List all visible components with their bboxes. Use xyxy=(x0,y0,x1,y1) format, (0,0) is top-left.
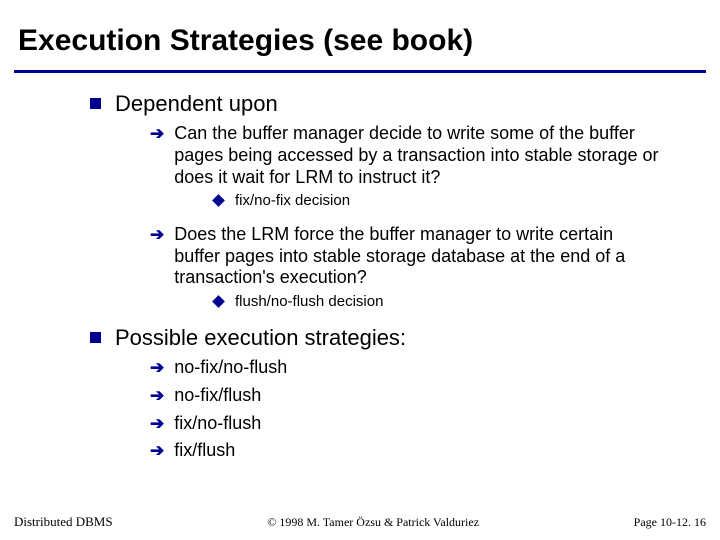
bullet-level2: ➔ no-fix/no-flush xyxy=(150,357,720,379)
bullet-level3: flush/no-flush decision xyxy=(214,293,720,311)
bullet-text: no-fix/flush xyxy=(174,385,321,407)
bullet-text: Can the buffer manager decide to write s… xyxy=(174,123,720,188)
bullet-text: Does the LRM force the buffer manager to… xyxy=(174,224,720,289)
diamond-bullet-icon xyxy=(212,194,225,207)
bullet-text: fix/flush xyxy=(174,440,295,462)
content-area: Dependent upon ➔ Can the buffer manager … xyxy=(0,73,720,462)
slide: Execution Strategies (see book) Dependen… xyxy=(0,0,720,540)
bullet-level2: ➔ fix/flush xyxy=(150,440,720,462)
arrow-bullet-icon: ➔ xyxy=(150,225,164,245)
arrow-bullet-icon: ➔ xyxy=(150,124,164,144)
title-area: Execution Strategies (see book) xyxy=(0,0,720,64)
bullet-level1: Possible execution strategies: xyxy=(90,325,720,351)
arrow-bullet-icon: ➔ xyxy=(150,386,164,406)
footer: Distributed DBMS © 1998 M. Tamer Özsu & … xyxy=(0,514,720,530)
square-bullet-icon xyxy=(90,332,101,343)
bullet-text: no-fix/no-flush xyxy=(174,357,347,379)
bullet-level2: ➔ fix/no-flush xyxy=(150,413,720,435)
footer-right: Page 10-12. 16 xyxy=(634,515,706,530)
footer-left: Distributed DBMS xyxy=(14,514,113,530)
bullet-text: fix/no-fix decision xyxy=(235,192,350,210)
bullet-text: fix/no-flush xyxy=(174,413,321,435)
bullet-level1: Dependent upon xyxy=(90,91,720,117)
square-bullet-icon xyxy=(90,98,101,109)
bullet-text: Possible execution strategies: xyxy=(115,325,446,351)
diamond-bullet-icon xyxy=(212,295,225,308)
bullet-level3: fix/no-fix decision xyxy=(214,192,720,210)
footer-center: © 1998 M. Tamer Özsu & Patrick Valduriez xyxy=(267,515,479,530)
slide-title: Execution Strategies (see book) xyxy=(18,24,702,58)
arrow-bullet-icon: ➔ xyxy=(150,414,164,434)
bullet-level2: ➔ Does the LRM force the buffer manager … xyxy=(150,224,720,289)
bullet-level2: ➔ no-fix/flush xyxy=(150,385,720,407)
bullet-text: flush/no-flush decision xyxy=(235,293,383,311)
arrow-bullet-icon: ➔ xyxy=(150,358,164,378)
bullet-text: Dependent upon xyxy=(115,91,318,117)
arrow-bullet-icon: ➔ xyxy=(150,441,164,461)
bullet-level2: ➔ Can the buffer manager decide to write… xyxy=(150,123,720,188)
